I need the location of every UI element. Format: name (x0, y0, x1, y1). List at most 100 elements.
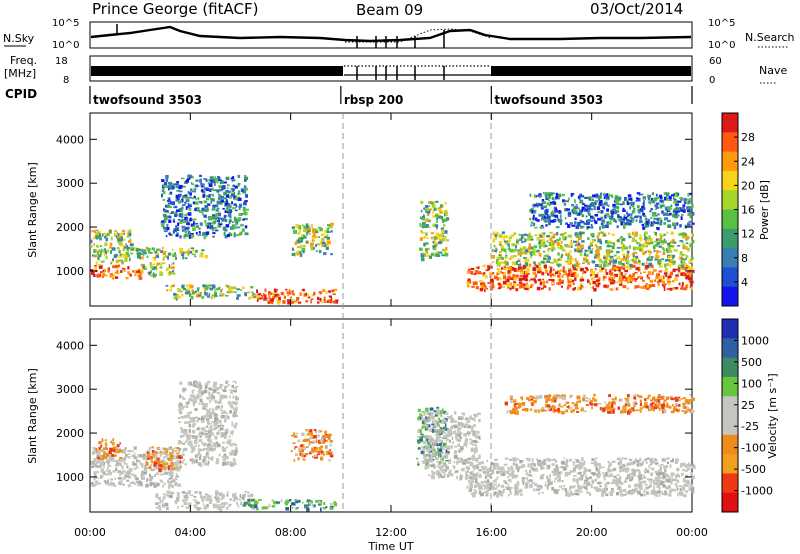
heatmap-cell (216, 220, 221, 222)
heatmap-cell (210, 179, 214, 184)
y-tick-label: 1000 (56, 265, 84, 278)
heatmap-cell (437, 435, 441, 439)
heatmap-cell (595, 473, 599, 477)
heatmap-cell (242, 494, 246, 497)
heatmap-cell (463, 443, 467, 446)
heatmap-cell (560, 255, 563, 259)
heatmap-cell (298, 450, 303, 452)
heatmap-cell (645, 250, 647, 253)
heatmap-cell (642, 215, 647, 217)
heatmap-cell (105, 453, 110, 458)
heatmap-cell (92, 451, 95, 456)
heatmap-cell (439, 454, 442, 458)
heatmap-cell (443, 210, 447, 213)
heatmap-cell (556, 242, 561, 246)
heatmap-cell (435, 419, 437, 423)
heatmap-cell (229, 391, 233, 394)
date-title: 03/Oct/2014 (590, 0, 683, 18)
heatmap-cell (184, 499, 189, 502)
heatmap-cell (190, 175, 194, 179)
heatmap-cell (542, 241, 546, 244)
heatmap-cell (686, 207, 690, 210)
heatmap-cell (457, 443, 461, 447)
heatmap-cell (460, 446, 464, 448)
heatmap-cell (225, 224, 230, 228)
heatmap-cell (590, 233, 595, 237)
heatmap-cell (665, 192, 670, 197)
heatmap-cell (434, 241, 437, 244)
heatmap-cell (326, 236, 330, 240)
heatmap-cell (556, 282, 559, 285)
heatmap-cell (602, 206, 604, 209)
heatmap-cell (465, 441, 468, 446)
heatmap-cell (579, 219, 583, 224)
heatmap-cell (230, 286, 234, 290)
heatmap-cell (659, 466, 662, 471)
heatmap-cell (577, 247, 581, 250)
heatmap-cell (218, 179, 222, 181)
heatmap-cell (665, 273, 667, 278)
heatmap-cell (104, 235, 107, 239)
heatmap-cell (532, 214, 535, 218)
heatmap-cell (327, 241, 331, 245)
heatmap-cell (507, 265, 512, 268)
heatmap-cell (662, 475, 667, 479)
heatmap-cell (471, 447, 473, 450)
heatmap-cell (578, 287, 582, 290)
heatmap-cell (496, 263, 501, 267)
heatmap-cell (316, 454, 319, 457)
heatmap-cell (126, 255, 129, 259)
heatmap-cell (323, 502, 326, 506)
heatmap-cell (572, 267, 577, 270)
heatmap-cell (637, 459, 640, 464)
heatmap-cell (645, 265, 649, 269)
heatmap-cell (530, 221, 534, 224)
heatmap-cell (678, 282, 681, 286)
heatmap-cell (576, 480, 579, 484)
heatmap-cell (253, 500, 258, 505)
heatmap-cell (613, 218, 616, 222)
heatmap-cell (160, 250, 164, 253)
heatmap-cell (603, 487, 608, 491)
heatmap-cell (657, 479, 660, 484)
heatmap-cell (495, 248, 498, 251)
heatmap-cell (184, 230, 188, 234)
heatmap-cell (666, 243, 671, 246)
heatmap-cell (202, 183, 205, 188)
heatmap-cell (315, 235, 319, 239)
heatmap-cell (224, 197, 228, 200)
heatmap-cell (175, 452, 180, 455)
heatmap-cell (204, 430, 208, 433)
heatmap-cell (212, 235, 215, 238)
heatmap-cell (212, 447, 216, 451)
heatmap-cell (508, 236, 513, 239)
heatmap-cell (517, 252, 521, 256)
heatmap-cell (590, 286, 594, 289)
heatmap-cell (207, 182, 211, 185)
heatmap-cell (438, 453, 440, 458)
heatmap-cell (687, 462, 690, 464)
heatmap-cell (608, 462, 613, 467)
heatmap-cell (487, 282, 491, 284)
heatmap-cell (261, 294, 265, 297)
heatmap-cell (616, 209, 620, 213)
heatmap-cell (547, 247, 552, 250)
heatmap-cell (452, 441, 455, 444)
heatmap-cell (467, 479, 470, 482)
heatmap-cell (167, 458, 171, 461)
heatmap-cell (296, 239, 301, 244)
heatmap-cell (301, 247, 306, 252)
heatmap-cell (419, 237, 423, 241)
heatmap-cell (425, 232, 428, 236)
heatmap-cell (310, 299, 312, 304)
heatmap-cell (125, 243, 127, 247)
heatmap-cell (588, 196, 592, 199)
heatmap-cell (507, 270, 511, 273)
heatmap-cell (142, 453, 146, 457)
heatmap-cell (291, 299, 295, 304)
heatmap-cell (169, 232, 171, 236)
heatmap-cell (185, 196, 189, 200)
heatmap-cell (206, 412, 209, 416)
heatmap-cell (683, 245, 688, 249)
heatmap-cell (441, 419, 446, 421)
